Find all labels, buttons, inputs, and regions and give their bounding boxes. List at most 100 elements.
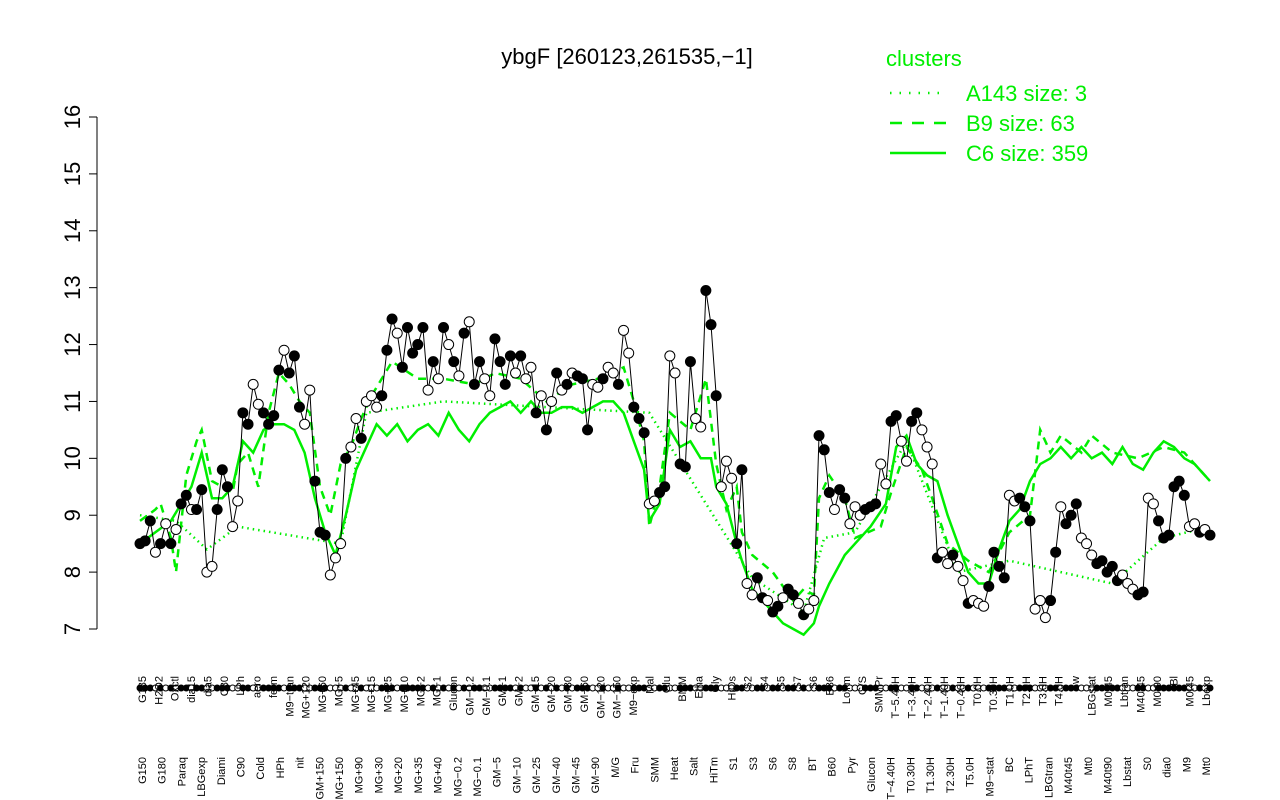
data-point <box>206 560 218 572</box>
data-point <box>376 390 388 402</box>
x-label: GM−45 <box>571 757 583 793</box>
x-label: MG+10 <box>399 676 411 712</box>
x-label: T−3.40H <box>906 676 918 719</box>
legend: clusters A143 size: 3 B9 size: 63 C6 size:… <box>886 46 1088 166</box>
x-label: Lbstat <box>1122 757 1134 787</box>
x-label: MG−2 <box>415 676 427 706</box>
x-label: S6 <box>808 676 820 689</box>
x-label: dia5 <box>203 676 215 697</box>
x-label: aero <box>252 676 264 698</box>
data-point <box>288 350 300 362</box>
x-label: Pyr <box>846 757 858 774</box>
x-label: M0t45 <box>1185 676 1197 707</box>
x-label: S1 <box>728 757 740 770</box>
data-point <box>916 424 928 436</box>
data-point <box>499 378 511 390</box>
data-point <box>221 481 233 493</box>
x-label: SMM <box>649 757 661 783</box>
data-point <box>448 356 460 368</box>
data-point <box>983 580 995 592</box>
data-point <box>1081 538 1093 550</box>
data-point <box>293 401 305 413</box>
x-label: Fru <box>630 757 642 774</box>
x-label: Sw <box>1070 676 1082 691</box>
y-tick-label: 16 <box>60 105 85 129</box>
x-label: C90 <box>236 757 248 777</box>
data-point <box>160 518 172 530</box>
x-label: GM+150 <box>314 757 326 800</box>
data-point <box>283 367 295 379</box>
x-label: C30 <box>219 676 231 696</box>
x-label: LBGtran <box>1043 757 1055 798</box>
data-point <box>720 455 732 467</box>
y-tick-label: 12 <box>60 332 85 356</box>
x-label: S5 <box>775 676 787 689</box>
data-point <box>324 569 336 581</box>
data-point <box>592 381 604 393</box>
x-label: M9 <box>1181 757 1193 772</box>
x-label: MG+25 <box>383 676 395 712</box>
x-label: T1.30H <box>925 757 937 793</box>
data-point <box>1034 595 1046 607</box>
data-point <box>309 475 321 487</box>
y-axis: 7 8 9 10 11 12 13 14 15 16 <box>60 105 98 635</box>
data-point <box>895 435 907 447</box>
data-point <box>196 484 208 496</box>
data-point <box>180 489 192 501</box>
data-point <box>257 407 269 419</box>
x-label: M9−stat <box>984 757 996 796</box>
x-label: M/G <box>610 757 622 778</box>
x-label: T0.30H <box>905 757 917 793</box>
data-point <box>1096 555 1108 567</box>
x-label: T2.30H <box>945 757 957 793</box>
data-point <box>921 441 933 453</box>
data-point <box>818 444 830 456</box>
data-point <box>1106 560 1118 572</box>
data-point <box>479 373 491 385</box>
x-label: B36 <box>825 676 837 696</box>
data-point <box>839 492 851 504</box>
data-point <box>402 321 413 333</box>
x-label: MG+120 <box>301 676 313 719</box>
x-label: T−0.40H <box>956 676 968 719</box>
data-point <box>612 378 624 390</box>
data-point <box>350 413 362 425</box>
data-point <box>741 577 753 589</box>
x-label: dia0 <box>1162 757 1174 778</box>
data-point <box>623 347 635 359</box>
x-label: MG−1 <box>432 676 444 706</box>
data-point <box>1070 498 1082 510</box>
data-point <box>875 458 887 470</box>
data-point <box>978 600 990 612</box>
x-label: Heat <box>669 757 681 780</box>
legend-label: B9 size: 63 <box>966 111 1075 136</box>
x-label: Mal <box>644 676 656 694</box>
data-point <box>371 401 383 413</box>
x-tick-marker <box>1206 684 1214 692</box>
y-tick-label: 8 <box>60 566 85 578</box>
data-point <box>494 356 506 368</box>
x-label: MG−0.1 <box>472 757 484 796</box>
x-label: GM−0.2 <box>464 676 476 715</box>
data-point <box>576 373 588 385</box>
data-point <box>1153 515 1165 527</box>
data-point <box>1204 529 1216 541</box>
data-point <box>736 464 748 476</box>
x-label: GM−5 <box>492 757 504 787</box>
x-label: MG+40 <box>433 757 445 793</box>
y-tick-label: 11 <box>60 390 85 413</box>
x-label: LBGexp <box>196 757 208 797</box>
data-point <box>535 390 547 402</box>
x-label: Mt0 <box>1083 757 1095 775</box>
x-label: S2 <box>743 676 755 689</box>
x-label: Lbexp <box>1201 676 1213 706</box>
data-point <box>998 572 1010 584</box>
data-point <box>474 356 486 368</box>
x-label: T−2.40H <box>923 676 935 719</box>
data-point <box>746 589 758 601</box>
x-label: T3.0H <box>1037 676 1049 706</box>
data-point <box>690 413 702 425</box>
x-label: Glucon <box>448 676 460 711</box>
data-point <box>582 424 594 436</box>
